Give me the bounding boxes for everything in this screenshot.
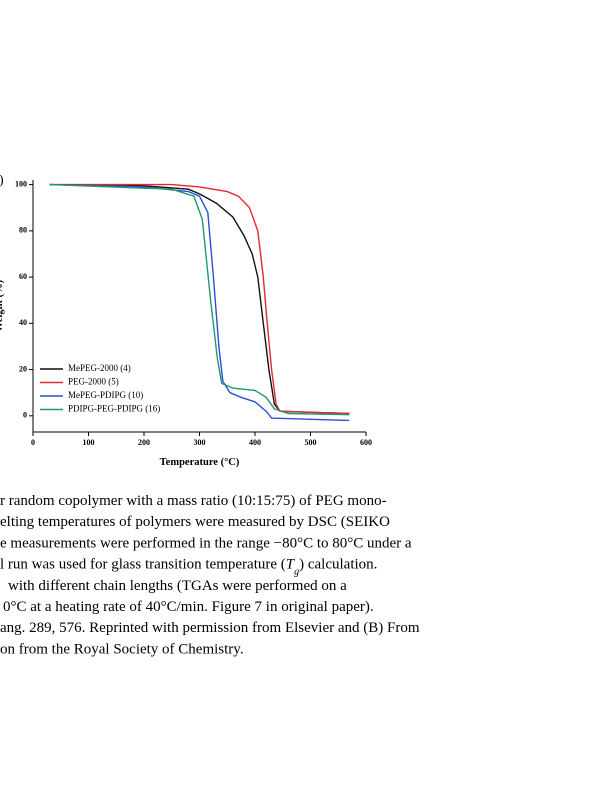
caption-line: ang. 289, 576. Reprinted with permission… bbox=[0, 620, 420, 636]
y-tick-label: 0 bbox=[23, 411, 27, 420]
caption-line: with different chain lengths (TGAs were … bbox=[8, 578, 347, 594]
caption-text: on from the Royal Society of Chemistry. bbox=[0, 641, 244, 657]
caption-line: r random copolymer with a mass ratio (10… bbox=[0, 493, 387, 509]
caption-text: elting temperatures of polymers were mea… bbox=[0, 514, 390, 530]
y-tick-label: 20 bbox=[19, 364, 27, 373]
caption-text: g bbox=[294, 566, 299, 577]
caption-text: T bbox=[286, 557, 296, 573]
legend-label: PEG-2000 (5) bbox=[68, 377, 119, 387]
legend-label: MePEG-2000 (4) bbox=[68, 363, 131, 373]
caption-text: with different chain lengths (TGAs were … bbox=[8, 578, 347, 594]
caption-line: elting temperatures of polymers were mea… bbox=[0, 514, 390, 530]
y-tick-label: 60 bbox=[19, 272, 27, 281]
x-axis-title: Temperature (°C) bbox=[160, 457, 240, 468]
caption-text: e measurements were performed in the ran… bbox=[0, 535, 412, 551]
legend-label: PDIPG-PEG-PDIPG (16) bbox=[68, 404, 160, 414]
series-line bbox=[49, 183, 350, 416]
x-tick-label: 400 bbox=[249, 438, 261, 447]
caption-line: e measurements were performed in the ran… bbox=[0, 535, 412, 551]
caption-line: on from the Royal Society of Chemistry. bbox=[0, 641, 244, 657]
caption-line: 0°C at a heating rate of 40°C/min. Figur… bbox=[3, 599, 374, 615]
legend-label: MePEG-PDIPG (10) bbox=[68, 390, 143, 400]
caption-text: ) calculation. bbox=[299, 557, 377, 573]
caption-line: l run was used for glass transition temp… bbox=[0, 557, 377, 578]
series-line bbox=[49, 183, 350, 422]
y-tick-label: 80 bbox=[19, 226, 27, 235]
x-tick-label: 500 bbox=[305, 438, 317, 447]
y-tick-label: 100 bbox=[15, 179, 27, 188]
x-tick-label: 0 bbox=[31, 438, 35, 447]
x-tick-label: 300 bbox=[194, 438, 206, 447]
x-tick-label: 600 bbox=[360, 438, 372, 447]
x-tick-label: 200 bbox=[138, 438, 150, 447]
y-axis-title: Weight (%) bbox=[0, 279, 5, 332]
x-tick-label: 100 bbox=[83, 438, 95, 447]
caption-text: l run was used for glass transition temp… bbox=[0, 557, 286, 573]
caption-text: ang. 289, 576. Reprinted with permission… bbox=[0, 620, 420, 636]
panel-label: (B) bbox=[0, 173, 4, 188]
caption-text: r random copolymer with a mass ratio (10… bbox=[0, 493, 387, 509]
y-tick-label: 40 bbox=[19, 318, 27, 327]
caption-text: 0°C at a heating rate of 40°C/min. Figur… bbox=[3, 599, 374, 615]
